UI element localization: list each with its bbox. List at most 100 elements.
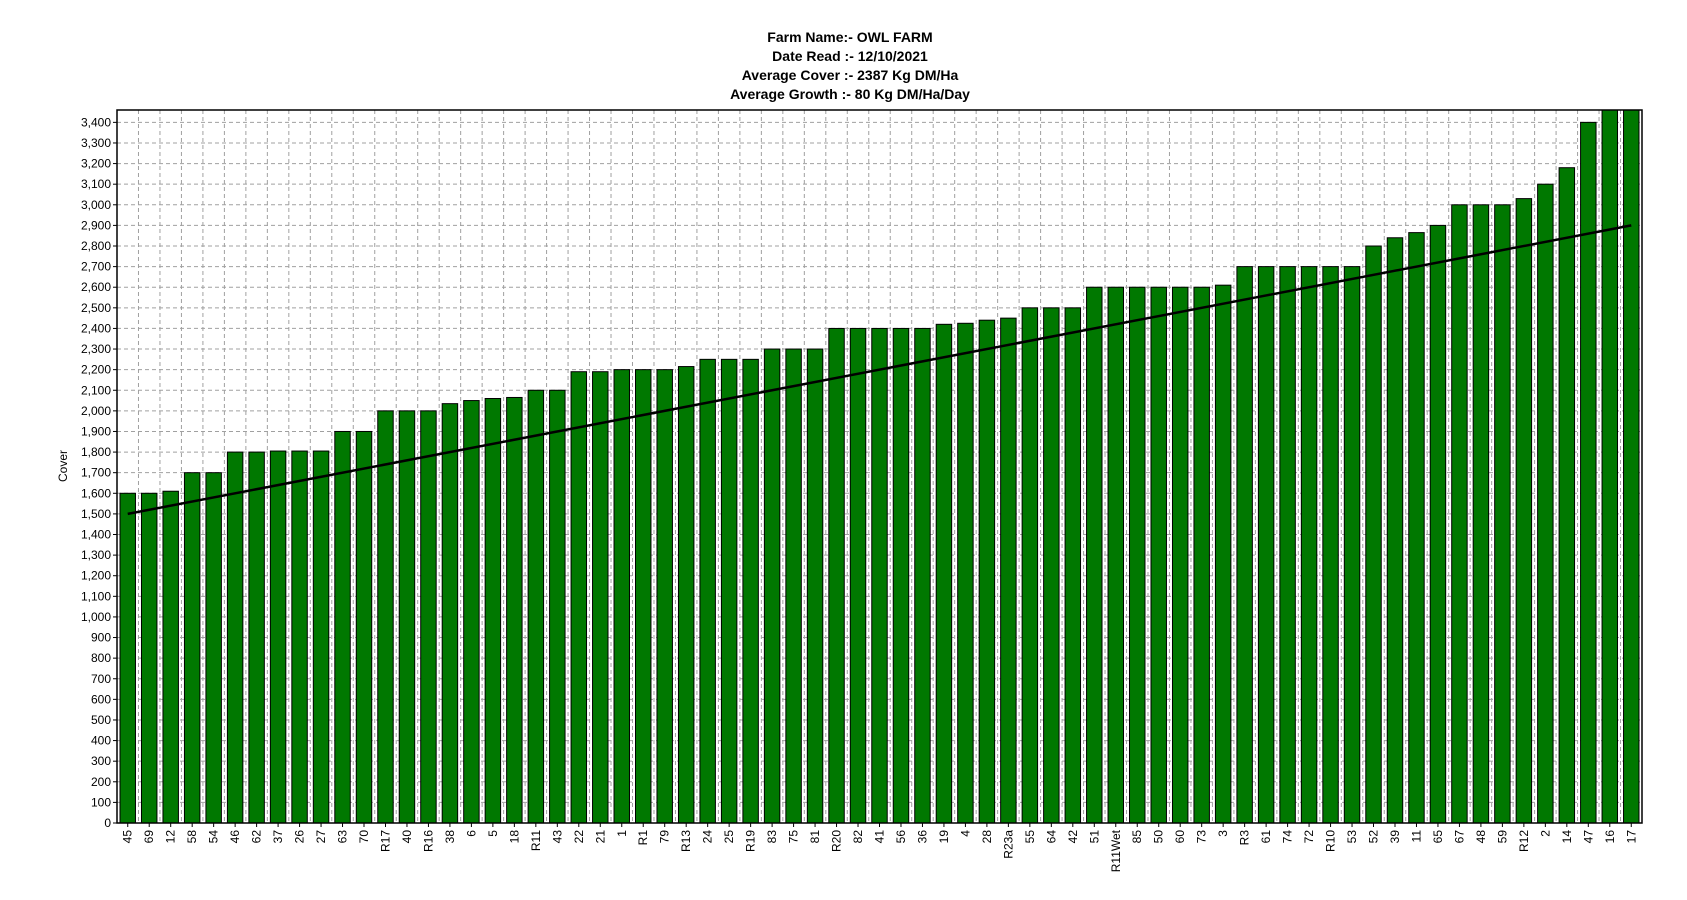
- bar-R16: [420, 410, 437, 824]
- x-tick-label: 28: [980, 830, 994, 844]
- x-tick-label: R1: [636, 830, 650, 846]
- x-tick-label: 64: [1044, 830, 1058, 844]
- date-read-line: Date Read :- 12/10/2021: [772, 48, 928, 64]
- y-tick-label: 2,400: [81, 321, 111, 335]
- y-tick-label: 2,700: [81, 260, 111, 274]
- bar-85: [1129, 286, 1146, 824]
- bar-46: [226, 451, 244, 824]
- trend-line: [127, 224, 1632, 516]
- y-tick-label: 1,700: [81, 466, 111, 480]
- y-tick-labels: 0 100 200 300 400 500 600 700 800 900 1,000 1,100 1,…: [81, 115, 117, 830]
- x-tick-label: 54: [207, 830, 221, 844]
- x-tick-label: 11: [1409, 830, 1423, 843]
- x-tick-label: 17: [1624, 830, 1638, 844]
- bar-5: [484, 397, 502, 824]
- x-tick-label: 39: [1388, 830, 1402, 844]
- y-tick-label: 700: [91, 672, 111, 686]
- bar-24: [699, 358, 716, 824]
- x-tick-label: 47: [1581, 830, 1595, 844]
- x-tick-label: 59: [1495, 830, 1509, 844]
- bar-R13: [677, 366, 695, 824]
- x-tick-label: 72: [1302, 830, 1316, 844]
- bar-63: [334, 430, 351, 824]
- bar-40: [398, 410, 416, 824]
- bar-52: [1365, 245, 1382, 824]
- bar-56: [892, 327, 910, 824]
- x-tick-label: 6: [464, 830, 478, 837]
- y-tick-label: 2,800: [81, 239, 111, 253]
- y-tick-label: 3,000: [81, 198, 111, 212]
- bar-18: [506, 396, 523, 824]
- x-tick-label: 67: [1452, 830, 1466, 844]
- x-tick-label: 79: [658, 830, 672, 844]
- bar-R3: [1236, 266, 1253, 824]
- y-tick-label: 300: [91, 754, 111, 768]
- x-tick-label: R11: [529, 830, 543, 851]
- x-tick-label: 16: [1603, 830, 1617, 844]
- bar-1: [613, 369, 630, 824]
- x-tick-label: 4: [958, 830, 972, 837]
- chart-title-block: Farm Name:- OWL FARM Date Read :- 12/10/…: [0, 28, 1687, 104]
- x-tick-label: 14: [1560, 830, 1574, 844]
- bar-R10: [1322, 266, 1339, 824]
- x-tick-label: 21: [593, 830, 607, 844]
- bar-61: [1257, 266, 1275, 824]
- x-tick-label: 25: [722, 830, 736, 844]
- x-tick-label: 22: [572, 830, 586, 844]
- x-tick-label: 41: [873, 830, 887, 844]
- x-tick-label: R13: [679, 830, 693, 852]
- x-tick-label: 42: [1066, 830, 1080, 844]
- bar-79: [656, 369, 673, 824]
- x-tick-label: 69: [142, 830, 156, 844]
- bar-69: [140, 492, 158, 824]
- bar-64: [1043, 307, 1060, 824]
- x-tick-label: 74: [1281, 830, 1295, 844]
- x-tick-label: 5: [486, 830, 500, 837]
- average-cover-line: Average Cover :- 2387 Kg DM/Ha: [741, 67, 959, 83]
- x-tick-label: 2: [1538, 830, 1552, 837]
- bar-R20: [828, 327, 845, 824]
- y-tick-label: 2,600: [81, 280, 111, 294]
- x-tick-label: R12: [1517, 830, 1531, 852]
- x-tick-label: 58: [185, 830, 199, 844]
- y-tick-label: 100: [91, 795, 111, 809]
- y-tick-label: 3,100: [81, 177, 111, 191]
- x-tick-labels: 45 69 12 58 54 46 62 37 26 27 63 70 R17 40 R16 38 6 5 18 R1…: [121, 823, 1638, 872]
- x-tick-label: 37: [271, 830, 285, 844]
- bar-19: [935, 323, 953, 824]
- x-tick-label: 40: [400, 830, 414, 844]
- bar-65: [1429, 224, 1447, 824]
- bar-75: [785, 348, 802, 824]
- x-tick-label: 53: [1345, 830, 1359, 844]
- y-tick-label: 2,500: [81, 301, 111, 315]
- bar-39: [1386, 237, 1404, 824]
- x-tick-label: 85: [1130, 830, 1144, 844]
- y-tick-label: 2,100: [81, 383, 111, 397]
- bar-59: [1494, 204, 1511, 824]
- bar-2: [1537, 183, 1554, 824]
- bar-26: [291, 450, 308, 824]
- bar-47: [1580, 121, 1597, 824]
- x-tick-label: R20: [830, 830, 844, 852]
- x-tick-label: 81: [808, 830, 822, 844]
- bar-51: [1086, 286, 1103, 824]
- bar-36: [914, 327, 931, 824]
- bar-55: [1021, 307, 1039, 824]
- x-tick-label: R3: [1238, 830, 1252, 846]
- bar-81: [806, 348, 824, 824]
- bar-42: [1064, 307, 1082, 824]
- bar-R19: [742, 358, 759, 824]
- x-tick-label: 12: [164, 830, 178, 844]
- bar-72: [1300, 266, 1318, 824]
- bar-R17: [377, 410, 394, 824]
- bar-series: [119, 109, 1640, 824]
- y-tick-label: 3,400: [81, 115, 111, 129]
- bar-R1: [635, 369, 652, 824]
- farm-name-line: Farm Name:- OWL FARM: [767, 29, 933, 45]
- y-tick-label: 800: [91, 651, 111, 665]
- bar-12: [162, 490, 179, 824]
- bar-R12: [1515, 198, 1533, 824]
- y-tick-label: 1,100: [81, 589, 111, 603]
- bar-73: [1193, 286, 1210, 824]
- x-tick-label: 3: [1216, 830, 1230, 837]
